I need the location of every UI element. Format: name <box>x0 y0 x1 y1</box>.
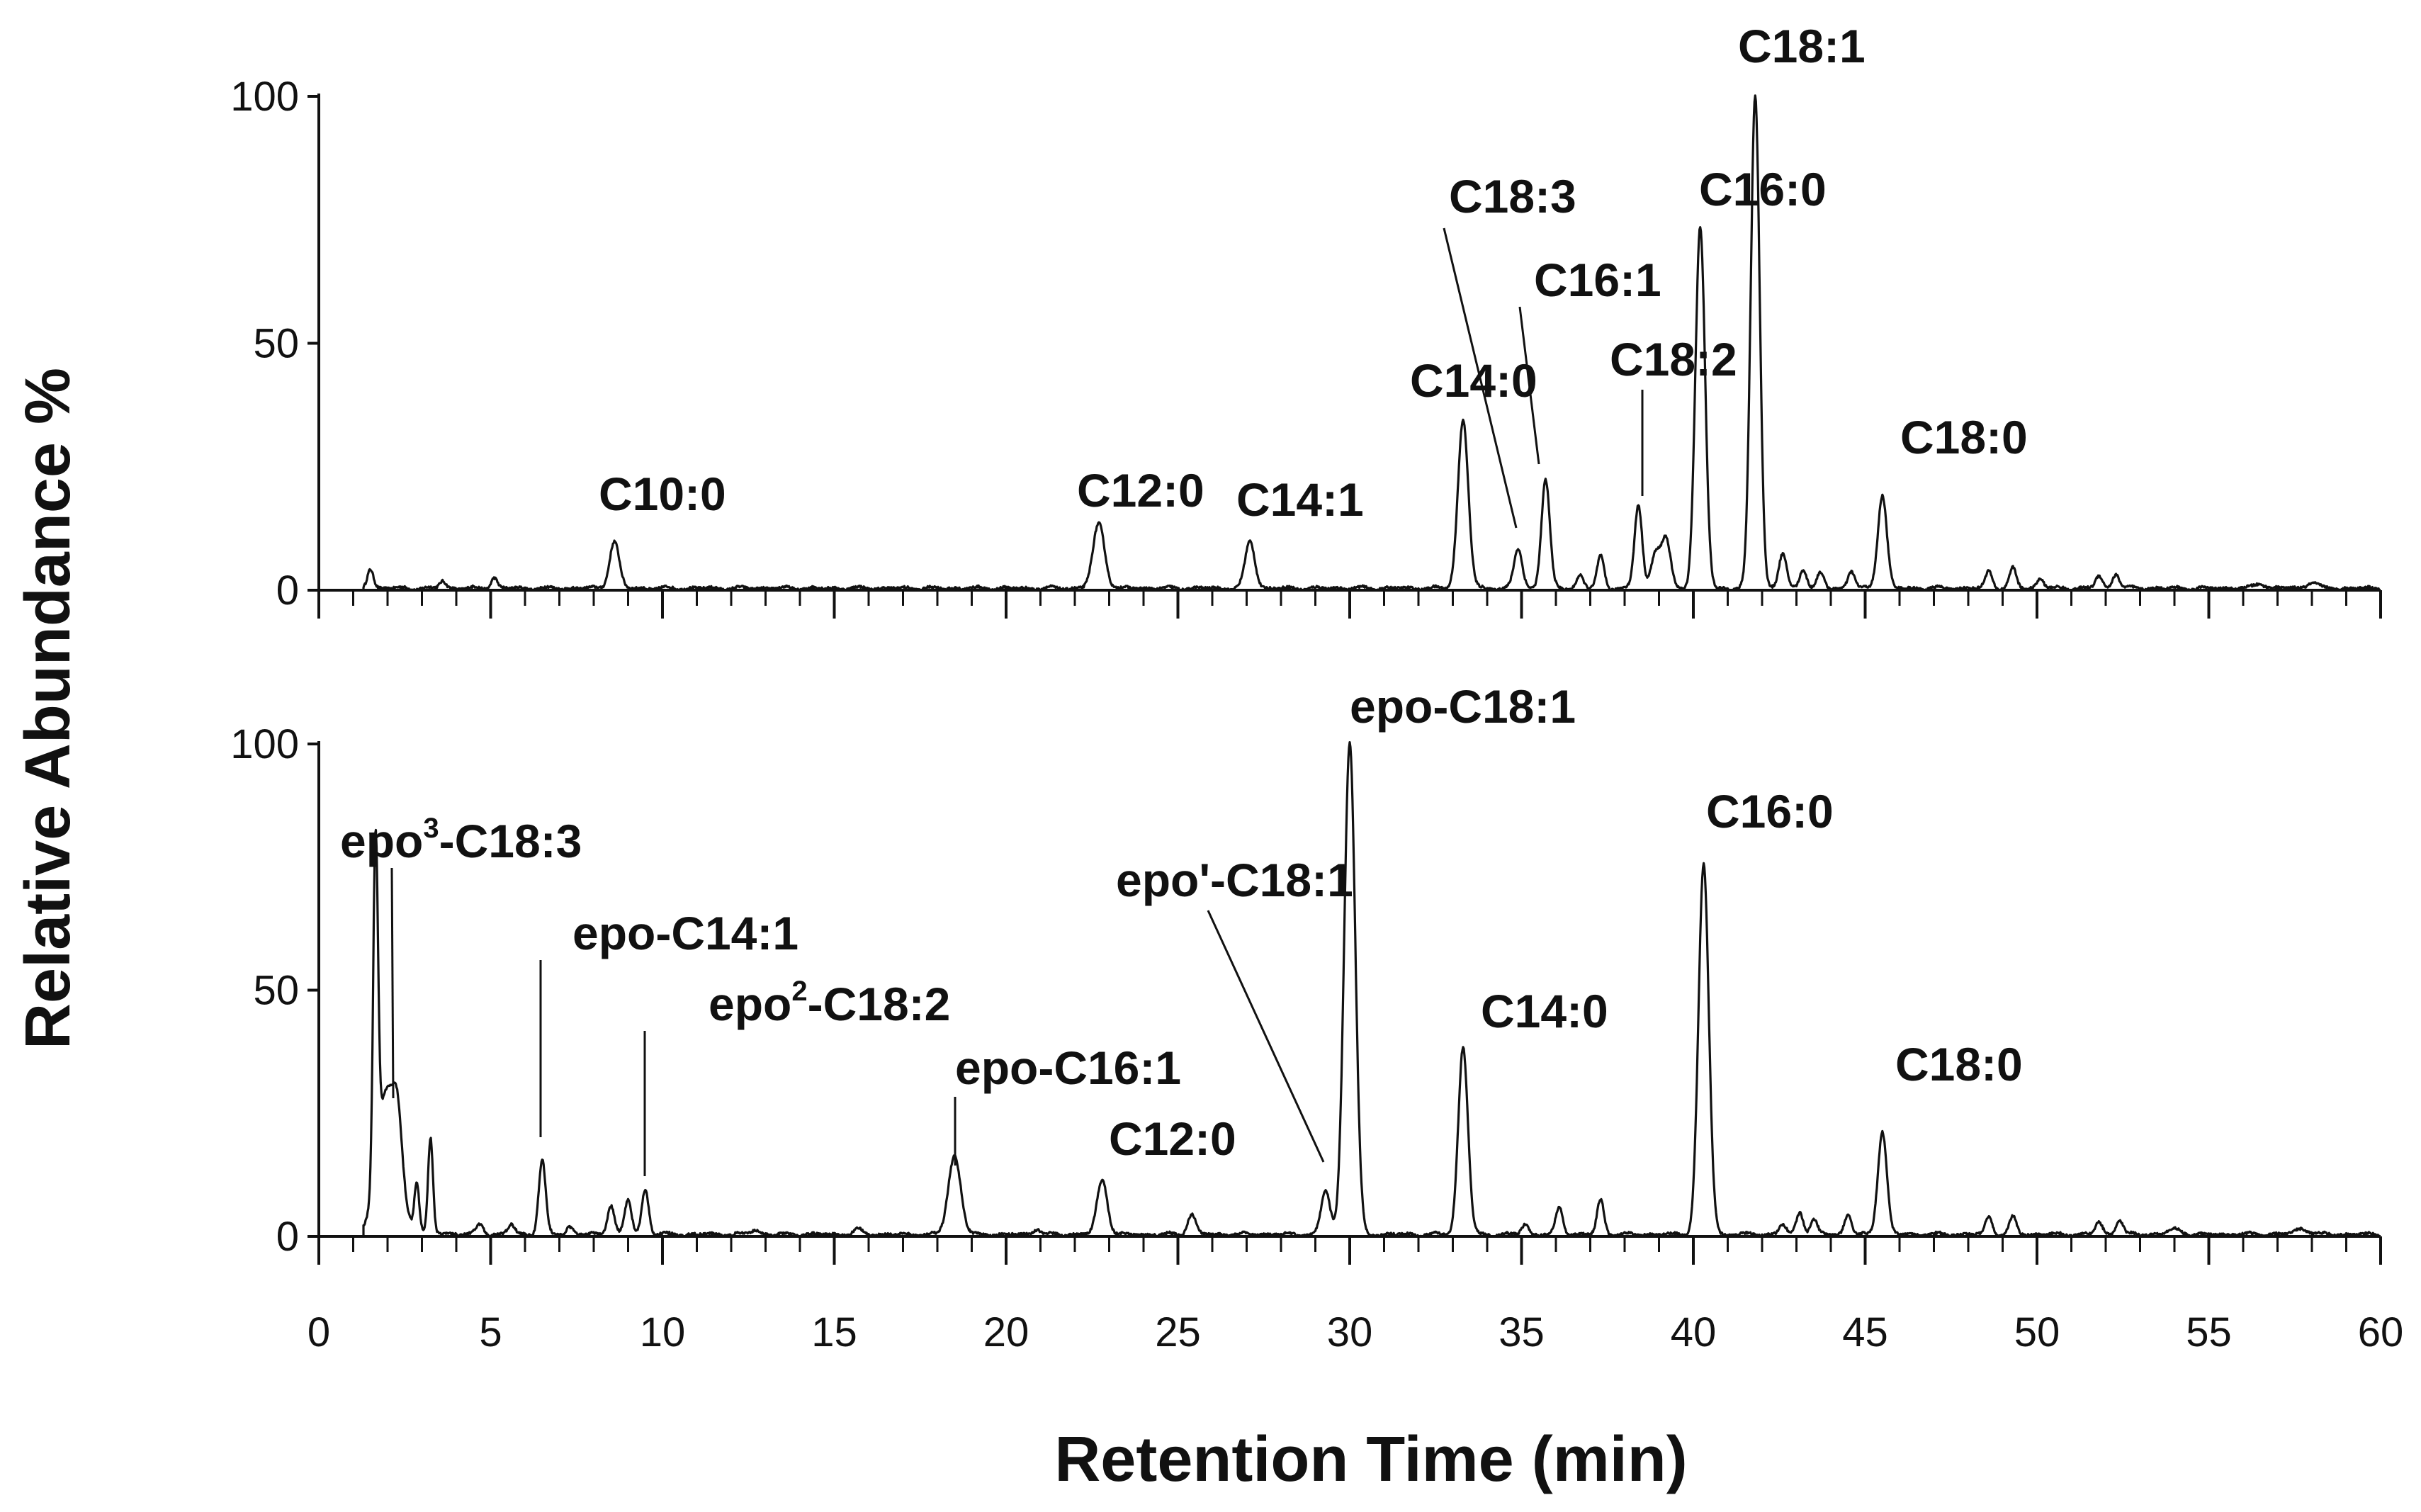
peak-label: C14:0 <box>1481 985 1608 1037</box>
peak-label: C18:2 <box>1610 333 1737 385</box>
panel-b: 050100Bepo3-C18:3epo-C14:1epo2-C18:2epo-… <box>230 0 2382 1265</box>
peak-label: epo-C18:1 <box>1350 680 1576 733</box>
peak-label: C18:3 <box>1449 170 1576 222</box>
x-tick-label: 50 <box>2014 1309 2060 1355</box>
x-axis-title: Retention Time (min) <box>1054 1424 1687 1495</box>
y-tick-label: 0 <box>276 568 299 614</box>
peak-label: epo-C16:1 <box>955 1042 1181 1094</box>
peak-label: epo-C14:1 <box>572 907 798 959</box>
x-tick-label: 20 <box>983 1309 1029 1355</box>
peak-label: C10:0 <box>599 468 726 520</box>
x-tick-label: 10 <box>640 1309 686 1355</box>
peak-label: C16:0 <box>1706 785 1834 837</box>
x-tick-label: 0 <box>307 1309 330 1355</box>
x-tick-label: 25 <box>1155 1309 1201 1355</box>
y-tick-label: 50 <box>253 968 299 1014</box>
x-tick-label: 30 <box>1327 1309 1373 1355</box>
peak-label: C12:0 <box>1109 1112 1236 1165</box>
y-tick-label: 50 <box>253 321 299 367</box>
x-tick-label: 60 <box>2358 1309 2404 1355</box>
y-tick-label: 100 <box>230 74 299 120</box>
chromatogram-trace <box>319 740 2381 1238</box>
peak-label: C18:1 <box>1738 20 1866 72</box>
y-tick-label: 100 <box>230 721 299 767</box>
panel-letter: B <box>301 0 335 10</box>
panel-a: 0 50 100 A C10:0 C12:0 C14:1 C14:0 C18:3 C16:1 C18… <box>230 0 2382 619</box>
peak-label: C12:0 <box>1077 464 1204 517</box>
y-tick-label: 0 <box>276 1214 299 1260</box>
x-tick-label: 40 <box>1671 1309 1717 1355</box>
peak-label: epo3-C18:3 <box>340 813 582 867</box>
peak-label: C18:0 <box>1900 411 2028 463</box>
peak-leader-line <box>1518 306 1540 465</box>
peak-label: C18:0 <box>1895 1038 2023 1090</box>
peak-label: C16:1 <box>1534 254 1661 306</box>
x-tick-label: 45 <box>1842 1309 1888 1355</box>
peak-label: epo2-C18:2 <box>709 976 950 1030</box>
peak-label: C14:0 <box>1410 354 1537 407</box>
chromatogram-trace <box>319 94 2381 592</box>
x-tick-label: 55 <box>2186 1309 2232 1355</box>
x-tick-label: 15 <box>811 1309 857 1355</box>
peak-leader-line <box>390 867 395 1099</box>
x-axis: 0 5 10 15 20 25 30 35 40 45 50 55 60 <box>307 1309 2403 1355</box>
peak-label: epo'-C18:1 <box>1116 854 1353 906</box>
y-axis-title: Relative Abundance % <box>13 368 84 1049</box>
peak-label: C16:0 <box>1699 163 1827 215</box>
x-tick-label: 5 <box>479 1309 502 1355</box>
peak-leader-line <box>1443 227 1518 529</box>
panel-letter: A <box>301 0 335 10</box>
peak-leader-line <box>1207 910 1325 1163</box>
peak-label: C14:1 <box>1236 473 1364 526</box>
x-tick-label: 35 <box>1499 1309 1545 1355</box>
